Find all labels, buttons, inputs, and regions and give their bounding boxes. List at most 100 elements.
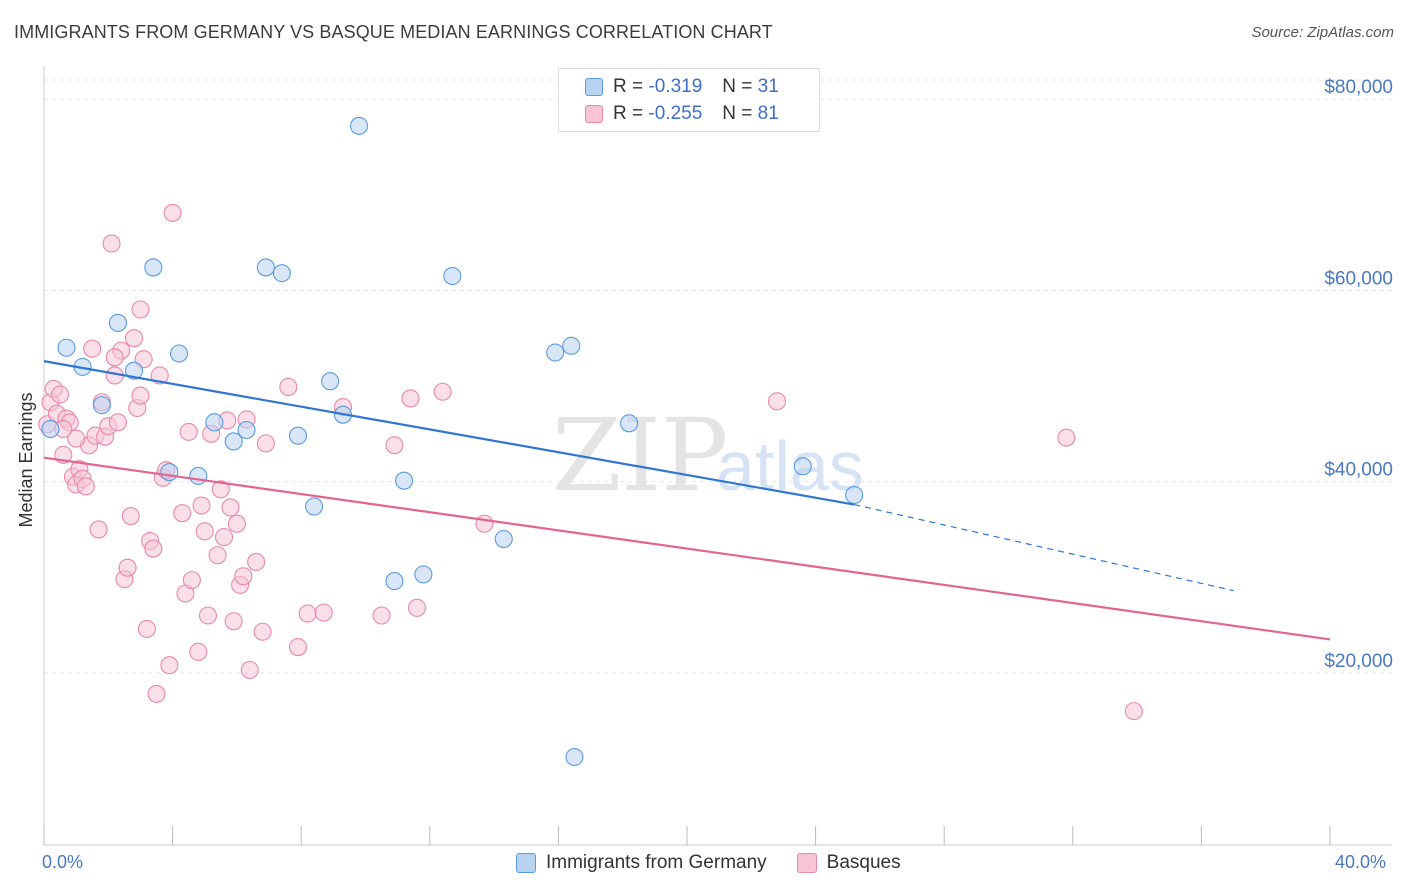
germany-point: [169, 344, 189, 363]
basques-point: [192, 496, 211, 515]
basques-point: [131, 386, 150, 405]
basques-point: [240, 660, 259, 680]
germany-point: [272, 264, 291, 283]
legend-swatch-basques: [796, 853, 817, 873]
germany-point: [321, 372, 340, 391]
basques-point: [433, 382, 452, 401]
germany-point: [160, 463, 179, 482]
basques-trend-line: [43, 456, 1331, 641]
basques-point: [288, 638, 308, 657]
legend-swatch-basques: [585, 105, 603, 123]
legend-r-value: -0.319: [648, 76, 703, 97]
basques-point: [221, 498, 240, 517]
legend-row-germany: R = -0.319 N = 31: [585, 74, 779, 100]
germany-point: [350, 116, 369, 135]
chart-title: IMMIGRANTS FROM GERMANY VS BASQUE MEDIAN…: [14, 22, 773, 42]
basques-point: [298, 604, 317, 623]
legend-r-label: R =: [613, 103, 644, 124]
basques-point: [767, 392, 787, 411]
basques-point: [214, 528, 234, 547]
basques-point: [224, 612, 243, 631]
legend-r-value: -0.255: [648, 103, 703, 124]
legend-item-basques[interactable]: Basques: [796, 852, 901, 874]
basques-point: [407, 598, 426, 617]
germany-point: [620, 414, 639, 433]
basques-point: [108, 413, 127, 432]
germany-point: [205, 413, 224, 432]
basques-point: [372, 606, 391, 625]
y-tick-label: $60,000: [1324, 268, 1393, 289]
legend-n-value: 81: [757, 103, 779, 124]
basques-point: [208, 546, 227, 565]
basques-point: [121, 506, 140, 526]
x-axis-max-label: 40.0%: [1335, 852, 1387, 872]
legend-swatch-germany: [585, 78, 603, 96]
basques-point: [163, 203, 182, 222]
basques-point: [51, 385, 70, 404]
legend-label-germany: Immigrants from Germany: [546, 852, 767, 873]
basques-point: [83, 339, 102, 358]
basques-point: [131, 300, 150, 319]
basques-point: [401, 389, 420, 408]
watermark-atlas: atlas: [716, 427, 864, 505]
y-tick-labels: $20,000 $40,000 $60,000 $80,000: [1324, 77, 1393, 672]
basques-point: [105, 348, 124, 367]
basques-point: [247, 552, 266, 572]
germany-point: [288, 426, 308, 445]
germany-point: [414, 565, 433, 584]
germany-trend-extension: [854, 503, 1234, 592]
basques-point: [256, 434, 275, 453]
germany-point: [845, 485, 864, 505]
germany-point: [443, 266, 462, 286]
basques-point: [102, 234, 121, 253]
germany-point: [144, 258, 163, 277]
basques-point: [1057, 428, 1076, 447]
x-axis-min-label: 0.0%: [42, 852, 84, 872]
basques-point: [253, 622, 272, 641]
correlation-legend: R = -0.319 N = 31 R = -0.255 N = 81: [558, 68, 820, 132]
germany-point: [237, 420, 256, 440]
axes: [43, 66, 1392, 846]
y-tick-label: $20,000: [1324, 651, 1393, 672]
germany-point: [256, 258, 275, 277]
germany-point: [305, 497, 324, 516]
basques-point: [182, 571, 201, 590]
basques-point: [211, 480, 230, 499]
germany-point: [57, 338, 76, 357]
legend-row-basques: R = -0.255 N = 81: [585, 101, 779, 127]
legend-item-germany[interactable]: Immigrants from Germany: [516, 852, 767, 874]
legend-n-value: 31: [757, 76, 779, 97]
germany-point: [565, 747, 584, 767]
germany-point: [124, 361, 144, 380]
germany-point: [562, 336, 581, 355]
legend-n-label: N =: [722, 76, 753, 97]
basques-point: [195, 522, 214, 541]
trend-lines: [43, 360, 1331, 641]
basques-point: [189, 642, 208, 661]
basques-point: [150, 366, 169, 385]
basques-point: [475, 514, 494, 533]
y-axis-label: Median Earnings: [16, 392, 36, 527]
basques-point: [234, 567, 253, 586]
germany-point: [494, 529, 513, 549]
legend-r-label: R =: [613, 76, 644, 97]
basques-point: [67, 429, 86, 448]
basques-point: [144, 539, 163, 558]
basques-point: [124, 329, 144, 348]
series-legend: Immigrants from Germany Basques: [516, 852, 931, 874]
germany-point: [385, 572, 404, 591]
germany-points: [41, 116, 864, 767]
legend-label-basques: Basques: [826, 852, 901, 873]
basques-point: [137, 619, 156, 638]
basques-point: [147, 684, 166, 703]
germany-point: [41, 419, 60, 439]
germany-point: [793, 457, 812, 476]
basques-point: [279, 377, 298, 397]
basques-point: [314, 603, 333, 622]
germany-point: [92, 396, 111, 415]
y-tick-label: $80,000: [1324, 77, 1393, 98]
basques-point: [118, 558, 137, 577]
basques-point: [1124, 702, 1143, 721]
basques-point: [179, 422, 198, 441]
